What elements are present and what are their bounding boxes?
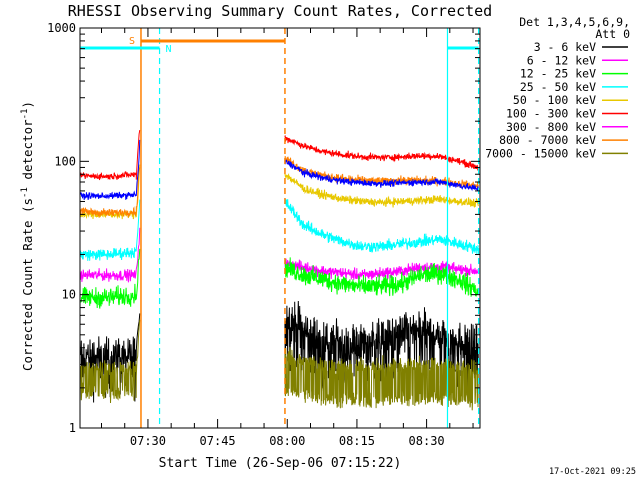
- x-tick-label-3: 08:15: [339, 434, 375, 448]
- series-2-pre-line: [80, 248, 141, 309]
- series-blue-pre-line: [80, 139, 141, 201]
- axes: 1 10 100 1000 07:30 07:45 08:00 08:15 08:30: [47, 21, 481, 448]
- series-3-pre-line: [80, 199, 141, 261]
- y-axis-label-end: ): [20, 101, 35, 109]
- series-5-post-line: [284, 135, 479, 171]
- n-label: N: [166, 44, 172, 55]
- series-1-pre-line: [80, 227, 141, 283]
- x-tick-label-1: 07:45: [200, 434, 236, 448]
- s-label: S: [129, 36, 135, 47]
- y-tick-label-1: 10: [62, 288, 76, 302]
- series-5: [80, 130, 479, 181]
- y-axis-label: Corrected Count Rate (s-1 detector-1): [20, 101, 35, 371]
- y-axis-label-mid: detector: [20, 119, 35, 187]
- series-blue-post-line: [284, 159, 479, 192]
- y-axis-label-main: Corrected Count Rate (s: [20, 198, 35, 371]
- series-0-post-line: [284, 300, 479, 396]
- series-3-post-line: [284, 198, 479, 255]
- footer-timestamp: 17-Oct-2021 09:25: [549, 467, 636, 477]
- chart-title: RHESSI Observing Summary Count Rates, Co…: [68, 2, 492, 20]
- legend-header-1: Att 0: [595, 27, 630, 41]
- legend-label-6: 300 - 800 keV: [506, 120, 596, 134]
- series-7-pre-line: [80, 167, 141, 218]
- x-tick-label-2: 08:00: [269, 434, 305, 448]
- y-axis-label-sup1: -1: [20, 187, 30, 198]
- legend-label-2: 12 - 25 keV: [520, 67, 596, 81]
- y-tick-label-2: 100: [54, 154, 76, 168]
- x-tick-label-4: 08:30: [409, 434, 445, 448]
- series-3: [80, 198, 479, 261]
- x-tick-label-0: 07:30: [130, 434, 166, 448]
- series-8-post-line: [284, 346, 479, 411]
- series-8: [80, 319, 479, 411]
- y-tick-label-3: 1000: [47, 21, 76, 35]
- legend-label-7: 800 - 7000 keV: [499, 133, 596, 147]
- plot-frame: [79, 27, 481, 429]
- legend-header-0: Det 1,3,4,5,6,9,: [519, 15, 630, 29]
- legend-label-4: 50 - 100 keV: [513, 93, 596, 107]
- legend-label-5: 100 - 300 keV: [506, 107, 596, 121]
- legend-label-3: 25 - 50 keV: [520, 80, 596, 94]
- plot-area: SN: [80, 28, 480, 428]
- series-blue: [80, 139, 479, 201]
- series-8-pre-line: [80, 319, 141, 404]
- series-2-post-line: [284, 257, 479, 297]
- y-tick-label-0: 1: [69, 421, 76, 435]
- series-2: [80, 248, 479, 309]
- legend-label-1: 6 - 12 keV: [527, 53, 596, 67]
- series-5-pre-line: [80, 130, 141, 181]
- x-axis-label: Start Time (26-Sep-06 07:15:22): [159, 456, 402, 471]
- series-4-post-line: [284, 173, 479, 208]
- y-axis-label-sup2: -1: [20, 109, 30, 120]
- legend-label-0: 3 - 6 keV: [534, 40, 596, 54]
- legend-label-8: 7000 - 15000 keV: [485, 146, 596, 160]
